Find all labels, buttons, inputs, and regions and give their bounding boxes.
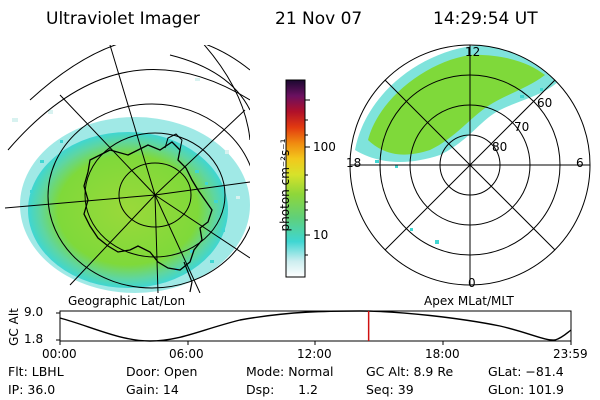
mlat-label-70: 70	[514, 120, 530, 134]
info-door: Door: Open	[126, 364, 198, 379]
mlt-label-18: 18	[346, 156, 362, 170]
info-dsp: Dsp: 1.2	[246, 382, 319, 397]
lat-circles-left	[7, 45, 250, 289]
coastline	[83, 141, 213, 271]
colorbar-tick-100: 100	[313, 140, 336, 154]
info-filter: Flt: LBHL	[8, 364, 64, 379]
orbit-xtick-2: 12:00	[297, 347, 332, 361]
orbit-frame	[59, 310, 572, 342]
aurora-oval-left	[28, 132, 228, 288]
faint-speckle-left	[12, 78, 240, 199]
lon-lines-left	[4, 45, 250, 293]
info-gc-alt: GC Alt: 8.9 Re	[366, 364, 454, 379]
orbit-ymax: 9.0	[24, 305, 44, 319]
orbit-ymin: 1.8	[24, 332, 44, 346]
mlt-label-6: 6	[576, 156, 584, 170]
info-ip: IP: 36.0	[8, 382, 56, 397]
magnetic-map	[349, 44, 591, 286]
colorbar	[285, 79, 306, 278]
mlt-lines	[350, 45, 590, 285]
time-label: 14:29:54 UT	[433, 9, 538, 29]
orbit-xtick-3: 18:00	[425, 347, 460, 361]
aurora-speckle-right	[375, 88, 543, 244]
date-label: 21 Nov 07	[275, 9, 363, 29]
orbit-xtick-4: 23:59	[553, 347, 588, 361]
orbit-plot	[56, 310, 572, 345]
orbit-xtick-0: 00:00	[42, 347, 77, 361]
orbit-xtick-1: 06:00	[169, 347, 204, 361]
mlt-label-0: 0	[468, 276, 476, 290]
mlt-label-12: 12	[465, 45, 481, 59]
altitude-curve	[59, 310, 572, 342]
app-title: Ultraviolet Imager	[46, 9, 200, 29]
info-glon: GLon: 101.9	[488, 382, 564, 397]
left-map-caption: Geographic Lat/Lon	[68, 294, 186, 308]
colorbar-tick-10: 10	[313, 228, 329, 242]
orbit-x-ticks	[56, 312, 572, 345]
geographic-map	[4, 45, 250, 293]
right-map-caption: Apex MLat/MLT	[424, 294, 514, 308]
info-seq: Seq: 39	[366, 382, 414, 397]
aurora-oval-right	[368, 54, 545, 155]
mlat-label-60: 60	[537, 96, 553, 110]
info-gain: Gain: 14	[126, 382, 179, 397]
colorbar-label: photon cm⁻²s⁻¹	[278, 138, 292, 232]
peninsula	[183, 261, 193, 293]
colorbar-ticks	[305, 99, 310, 256]
info-glat: GLat: −81.4	[488, 364, 564, 379]
orbit-ylabel: GC Alt	[7, 308, 21, 346]
mlat-label-80: 80	[492, 140, 508, 154]
info-mode: Mode: Normal	[246, 364, 334, 379]
